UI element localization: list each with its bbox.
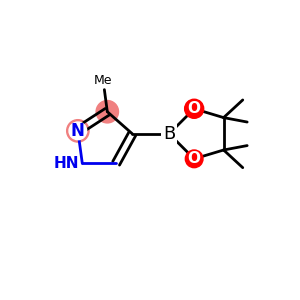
Text: B: B xyxy=(163,125,175,143)
Text: Me: Me xyxy=(94,74,112,87)
Circle shape xyxy=(67,120,89,142)
Text: HN: HN xyxy=(54,156,79,171)
Circle shape xyxy=(185,150,203,168)
Text: O: O xyxy=(188,151,201,166)
Text: N: N xyxy=(71,122,85,140)
Circle shape xyxy=(69,122,87,140)
Text: O: O xyxy=(188,101,201,116)
Circle shape xyxy=(185,100,203,118)
Circle shape xyxy=(96,100,118,123)
